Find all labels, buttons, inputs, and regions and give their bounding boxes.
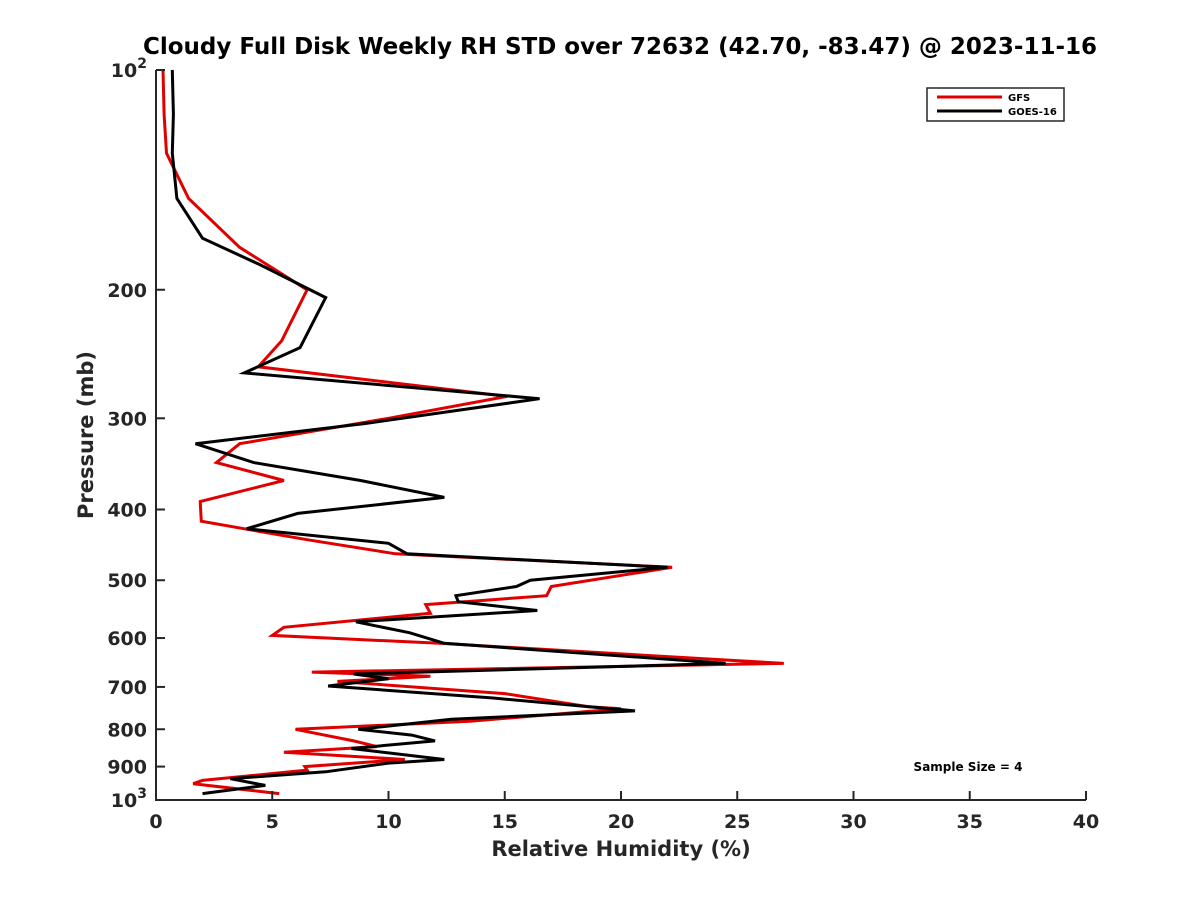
sample-size-annotation: Sample Size = 4 bbox=[914, 760, 1023, 774]
y-tick-label: 800 bbox=[107, 719, 147, 741]
series-line-gfs bbox=[161, 69, 784, 796]
y-tick-label: 200 bbox=[107, 280, 147, 302]
y-tick-label: 400 bbox=[107, 500, 147, 522]
x-axis: 0 5 10 15 20 25 30 35 40 bbox=[149, 791, 1099, 833]
y-tick-label-base: 500 bbox=[107, 570, 147, 592]
y-tick-label-base: 300 bbox=[107, 408, 147, 430]
y-tick-label-exponent: 2 bbox=[137, 56, 147, 72]
legend: GFS GOES-16 bbox=[926, 87, 1065, 122]
legend-box bbox=[926, 87, 1065, 122]
series-line-goes-16 bbox=[170, 69, 726, 796]
y-tick-label: 102 bbox=[111, 56, 147, 82]
y-tick-label-base: 700 bbox=[107, 677, 147, 699]
y-tick-label-exponent: 3 bbox=[137, 786, 147, 802]
y-axis-label: Pressure (mb) bbox=[74, 351, 98, 519]
x-tick-label: 25 bbox=[724, 811, 750, 833]
y-tick-label: 900 bbox=[107, 757, 147, 779]
x-tick-label: 40 bbox=[1073, 811, 1099, 833]
x-axis-label: Relative Humidity (%) bbox=[491, 837, 750, 861]
x-tick-label: 20 bbox=[608, 811, 634, 833]
x-tick-label: 0 bbox=[149, 811, 162, 833]
x-tick-label: 5 bbox=[266, 811, 279, 833]
y-tick-label: 600 bbox=[107, 628, 147, 650]
y-tick-label: 700 bbox=[107, 677, 147, 699]
y-tick-label-base: 200 bbox=[107, 280, 147, 302]
chart-title: Cloudy Full Disk Weekly RH STD over 7263… bbox=[143, 34, 1097, 60]
y-tick-label: 500 bbox=[107, 570, 147, 592]
x-tick-label: 30 bbox=[840, 811, 866, 833]
y-tick-label-base: 400 bbox=[107, 500, 147, 522]
y-tick-label-base: 10 bbox=[111, 790, 137, 812]
y-tick-label: 103 bbox=[111, 786, 147, 812]
y-tick-label-base: 600 bbox=[107, 628, 147, 650]
y-tick-label-base: 800 bbox=[107, 719, 147, 741]
y-tick-label: 300 bbox=[107, 408, 147, 430]
plot-lines bbox=[161, 69, 784, 796]
y-tick-label-base: 10 bbox=[111, 60, 137, 82]
legend-label: GFS bbox=[1008, 93, 1030, 104]
x-tick-label: 15 bbox=[492, 811, 518, 833]
x-tick-label: 35 bbox=[957, 811, 983, 833]
x-tick-label: 10 bbox=[375, 811, 401, 833]
legend-label: GOES-16 bbox=[1008, 107, 1057, 118]
y-tick-label-base: 900 bbox=[107, 757, 147, 779]
